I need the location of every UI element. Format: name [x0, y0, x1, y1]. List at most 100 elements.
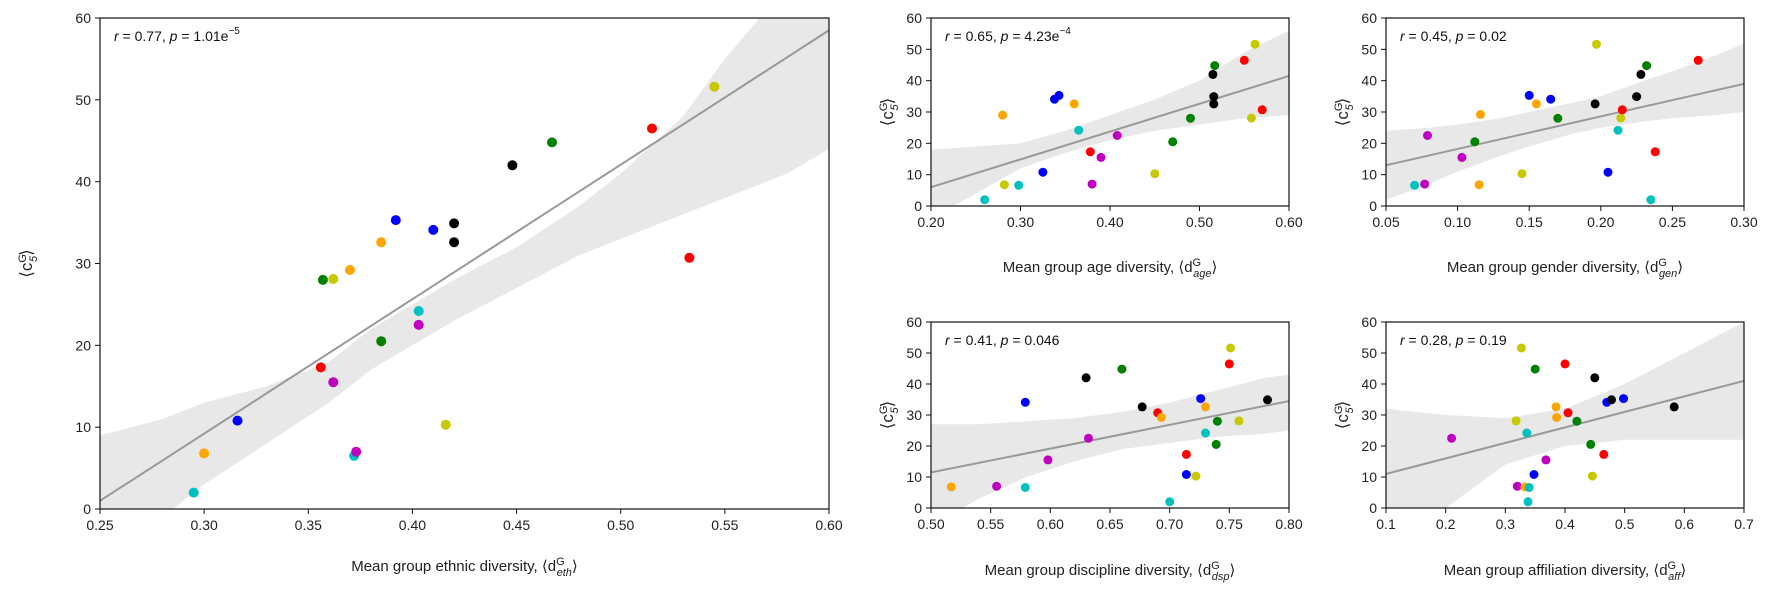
data-point: [1191, 471, 1201, 481]
y-tick-label: 0: [914, 500, 922, 516]
y-tick-label: 40: [1361, 376, 1377, 392]
regression-line: [931, 400, 1289, 474]
y-tick-label: 50: [1361, 345, 1377, 361]
data-point: [449, 218, 460, 229]
x-tick-label: 0.55: [977, 516, 1004, 532]
y-tick-label: 0: [914, 198, 922, 214]
data-point: [1523, 497, 1533, 507]
data-point: [1043, 455, 1053, 465]
confidence-band: [100, 18, 829, 509]
y-tick-label: 10: [1361, 167, 1377, 183]
data-point: [547, 137, 557, 148]
data-point: [1209, 99, 1219, 109]
data-point: [315, 362, 326, 373]
x-tick-label: 0.60: [1275, 214, 1302, 230]
data-point: [1196, 394, 1206, 404]
x-axis-label: Mean group age diversity, ⟨dG age⟩: [1003, 257, 1218, 280]
y-tick-label: 0: [1369, 500, 1377, 516]
data-point: [188, 487, 199, 498]
data-point: [328, 377, 339, 388]
regression-line: [1386, 379, 1744, 475]
data-point: [1669, 402, 1679, 412]
x-tick-label: 0.65: [1096, 516, 1123, 532]
data-point: [1081, 373, 1091, 383]
data-point: [1529, 470, 1539, 479]
data-point: [1117, 364, 1127, 374]
chart-panel-2: 0.20 0.30 0.40 0.50 0.60 0 10 20 30 40 50 60 r = 0.6…: [878, 10, 1303, 280]
data-point: [1165, 497, 1175, 507]
data-point: [1650, 147, 1660, 157]
y-tick-label: 60: [1361, 10, 1377, 26]
y-tick-label: 20: [906, 135, 922, 151]
data-point: [507, 160, 518, 171]
data-point: [449, 237, 460, 248]
x-tick-label: 0.70: [1156, 516, 1183, 532]
data-point: [1572, 416, 1582, 426]
data-point: [1546, 94, 1556, 104]
y-tick-label: 30: [906, 104, 922, 120]
data-point: [1524, 90, 1534, 100]
y-tick-label: 10: [1361, 469, 1377, 485]
data-point: [1423, 131, 1432, 140]
x-tick-label: 0.2: [1436, 516, 1456, 532]
y-tick-label: 20: [1361, 438, 1377, 454]
regression-line: [100, 29, 829, 502]
chart-panel-1: 0.25 0.30 0.35 0.40 0.45 0.50 0.55 0.60 0 10 20 30 4…: [17, 10, 843, 579]
data-point: [1054, 90, 1064, 100]
data-point: [1636, 69, 1646, 79]
x-tick-label: 0.05: [1372, 214, 1399, 230]
data-point: [1112, 131, 1122, 140]
data-point: [1156, 413, 1166, 422]
correlation-annotation: r = 0.28, p = 0.19: [1400, 332, 1507, 348]
x-tick-label: 0.20: [1587, 214, 1614, 230]
y-tick-label: 60: [75, 10, 91, 26]
confidence-band: [931, 30, 1289, 206]
y-tick-label: 30: [906, 407, 922, 423]
data-point: [1020, 483, 1030, 492]
data-point: [1211, 439, 1221, 449]
data-point: [684, 252, 695, 263]
data-point: [1420, 179, 1430, 189]
x-tick-label: 0.80: [1275, 516, 1302, 532]
data-point: [1226, 343, 1235, 353]
confidence-band: [931, 374, 1289, 508]
x-tick-label: 0.1: [1376, 516, 1396, 532]
data-point: [351, 446, 362, 457]
data-point: [1553, 113, 1563, 123]
y-tick-label: 30: [1361, 104, 1377, 120]
data-point: [1587, 471, 1597, 481]
data-point: [390, 215, 401, 226]
data-point: [1524, 483, 1534, 492]
data-point: [1250, 39, 1260, 49]
data-point: [1201, 402, 1210, 412]
x-tick-label: 0.20: [917, 214, 944, 230]
y-tick-label: 50: [906, 41, 922, 57]
data-point: [344, 265, 355, 275]
data-point: [1617, 105, 1627, 115]
data-point: [1642, 61, 1652, 71]
x-tick-label: 0.40: [1096, 214, 1123, 230]
data-point: [1522, 428, 1532, 438]
y-tick-label: 20: [906, 438, 922, 454]
y-tick-label: 60: [1361, 314, 1377, 330]
data-point: [1541, 455, 1551, 465]
data-point: [428, 224, 439, 235]
x-tick-label: 0.50: [1186, 214, 1213, 230]
data-point: [1592, 39, 1601, 49]
data-point: [1181, 470, 1191, 479]
y-tick-label: 40: [906, 73, 922, 89]
y-tick-label: 50: [75, 92, 91, 108]
data-point: [1563, 408, 1573, 418]
y-tick-label: 20: [75, 337, 91, 353]
regression-line: [1386, 82, 1744, 167]
y-tick-label: 10: [75, 419, 91, 435]
correlation-annotation: r = 0.41, p = 0.046: [945, 332, 1060, 348]
data-point: [1069, 99, 1079, 109]
x-tick-label: 0.75: [1216, 516, 1243, 532]
data-point: [1137, 402, 1147, 412]
data-point: [1263, 395, 1272, 405]
x-tick-label: 0.60: [1037, 516, 1064, 532]
data-point: [1181, 449, 1191, 459]
data-point: [1096, 152, 1106, 162]
data-point: [1246, 113, 1256, 123]
